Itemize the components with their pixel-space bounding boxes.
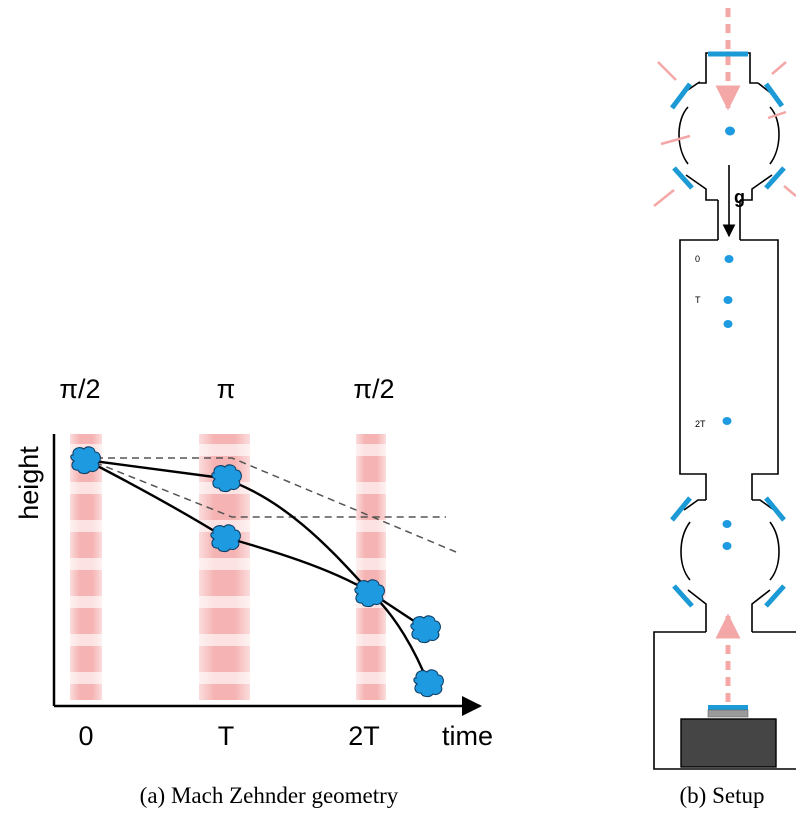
x-axis-label: time — [442, 721, 493, 751]
panel-a-mach-zehnder: π/2 π π/2 height time 0 T 2T — [14, 374, 493, 808]
tube-atoms — [722, 255, 734, 425]
pulse-label-3: π/2 — [353, 374, 394, 404]
pulse-label-1: π/2 — [59, 374, 100, 404]
top-mirror-ll — [672, 166, 694, 190]
mirror-mount — [707, 709, 749, 718]
laser-enclosure — [653, 631, 796, 770]
bottom-atom-2 — [722, 542, 732, 550]
top-side-beams — [653, 61, 796, 207]
classical-trajectories — [83, 457, 457, 553]
y-axis-label: height — [14, 446, 44, 520]
tube-time-0: 0 — [695, 254, 700, 264]
caption-b: (b) Setup — [680, 783, 765, 808]
atom-cloud-exit-upper — [410, 615, 441, 644]
atom-clouds — [70, 446, 444, 698]
top-mirror-ul — [670, 82, 692, 110]
retro-mirror — [708, 705, 748, 710]
x-tick-2T: 2T — [348, 721, 380, 751]
x-tick-0: 0 — [78, 721, 93, 751]
tube-time-T: T — [695, 295, 701, 305]
x-tick-T: T — [218, 721, 235, 751]
bottom-atom-1 — [722, 520, 732, 528]
top-mirror-ur — [763, 82, 785, 108]
bottom-detection-chamber — [680, 499, 780, 632]
top-mirrors — [670, 51, 786, 190]
atom-cloud-exit-lower — [413, 669, 444, 698]
pulse-label-2: π — [217, 374, 236, 404]
caption-a: (a) Mach Zehnder geometry — [140, 783, 399, 808]
top-atom — [725, 126, 735, 136]
drop-tube — [679, 239, 779, 500]
bottom-mirrors — [670, 496, 786, 608]
gravity-label: g — [734, 187, 745, 207]
panel-b-setup: g 0 T 2T — [653, 8, 796, 808]
laser-box — [680, 718, 777, 768]
tube-time-2T: 2T — [695, 419, 706, 429]
top-mirror-lr — [764, 166, 786, 190]
